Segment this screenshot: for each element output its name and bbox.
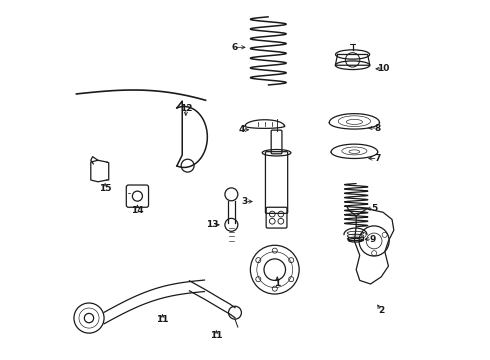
Text: 1: 1 [274,279,280,288]
Text: 12: 12 [179,104,192,113]
Text: 4: 4 [238,125,245,134]
Text: 10: 10 [377,64,389,73]
Text: 9: 9 [369,235,375,244]
Text: 14: 14 [131,206,144,215]
Text: 5: 5 [371,204,377,213]
Text: 3: 3 [242,197,248,206]
Text: 15: 15 [99,184,111,193]
Text: 2: 2 [378,306,384,315]
Text: 8: 8 [374,123,381,132]
Text: 7: 7 [374,154,381,163]
Text: 13: 13 [206,220,219,229]
Text: 11: 11 [210,332,222,341]
Text: 6: 6 [231,43,237,52]
Text: 11: 11 [156,315,169,324]
